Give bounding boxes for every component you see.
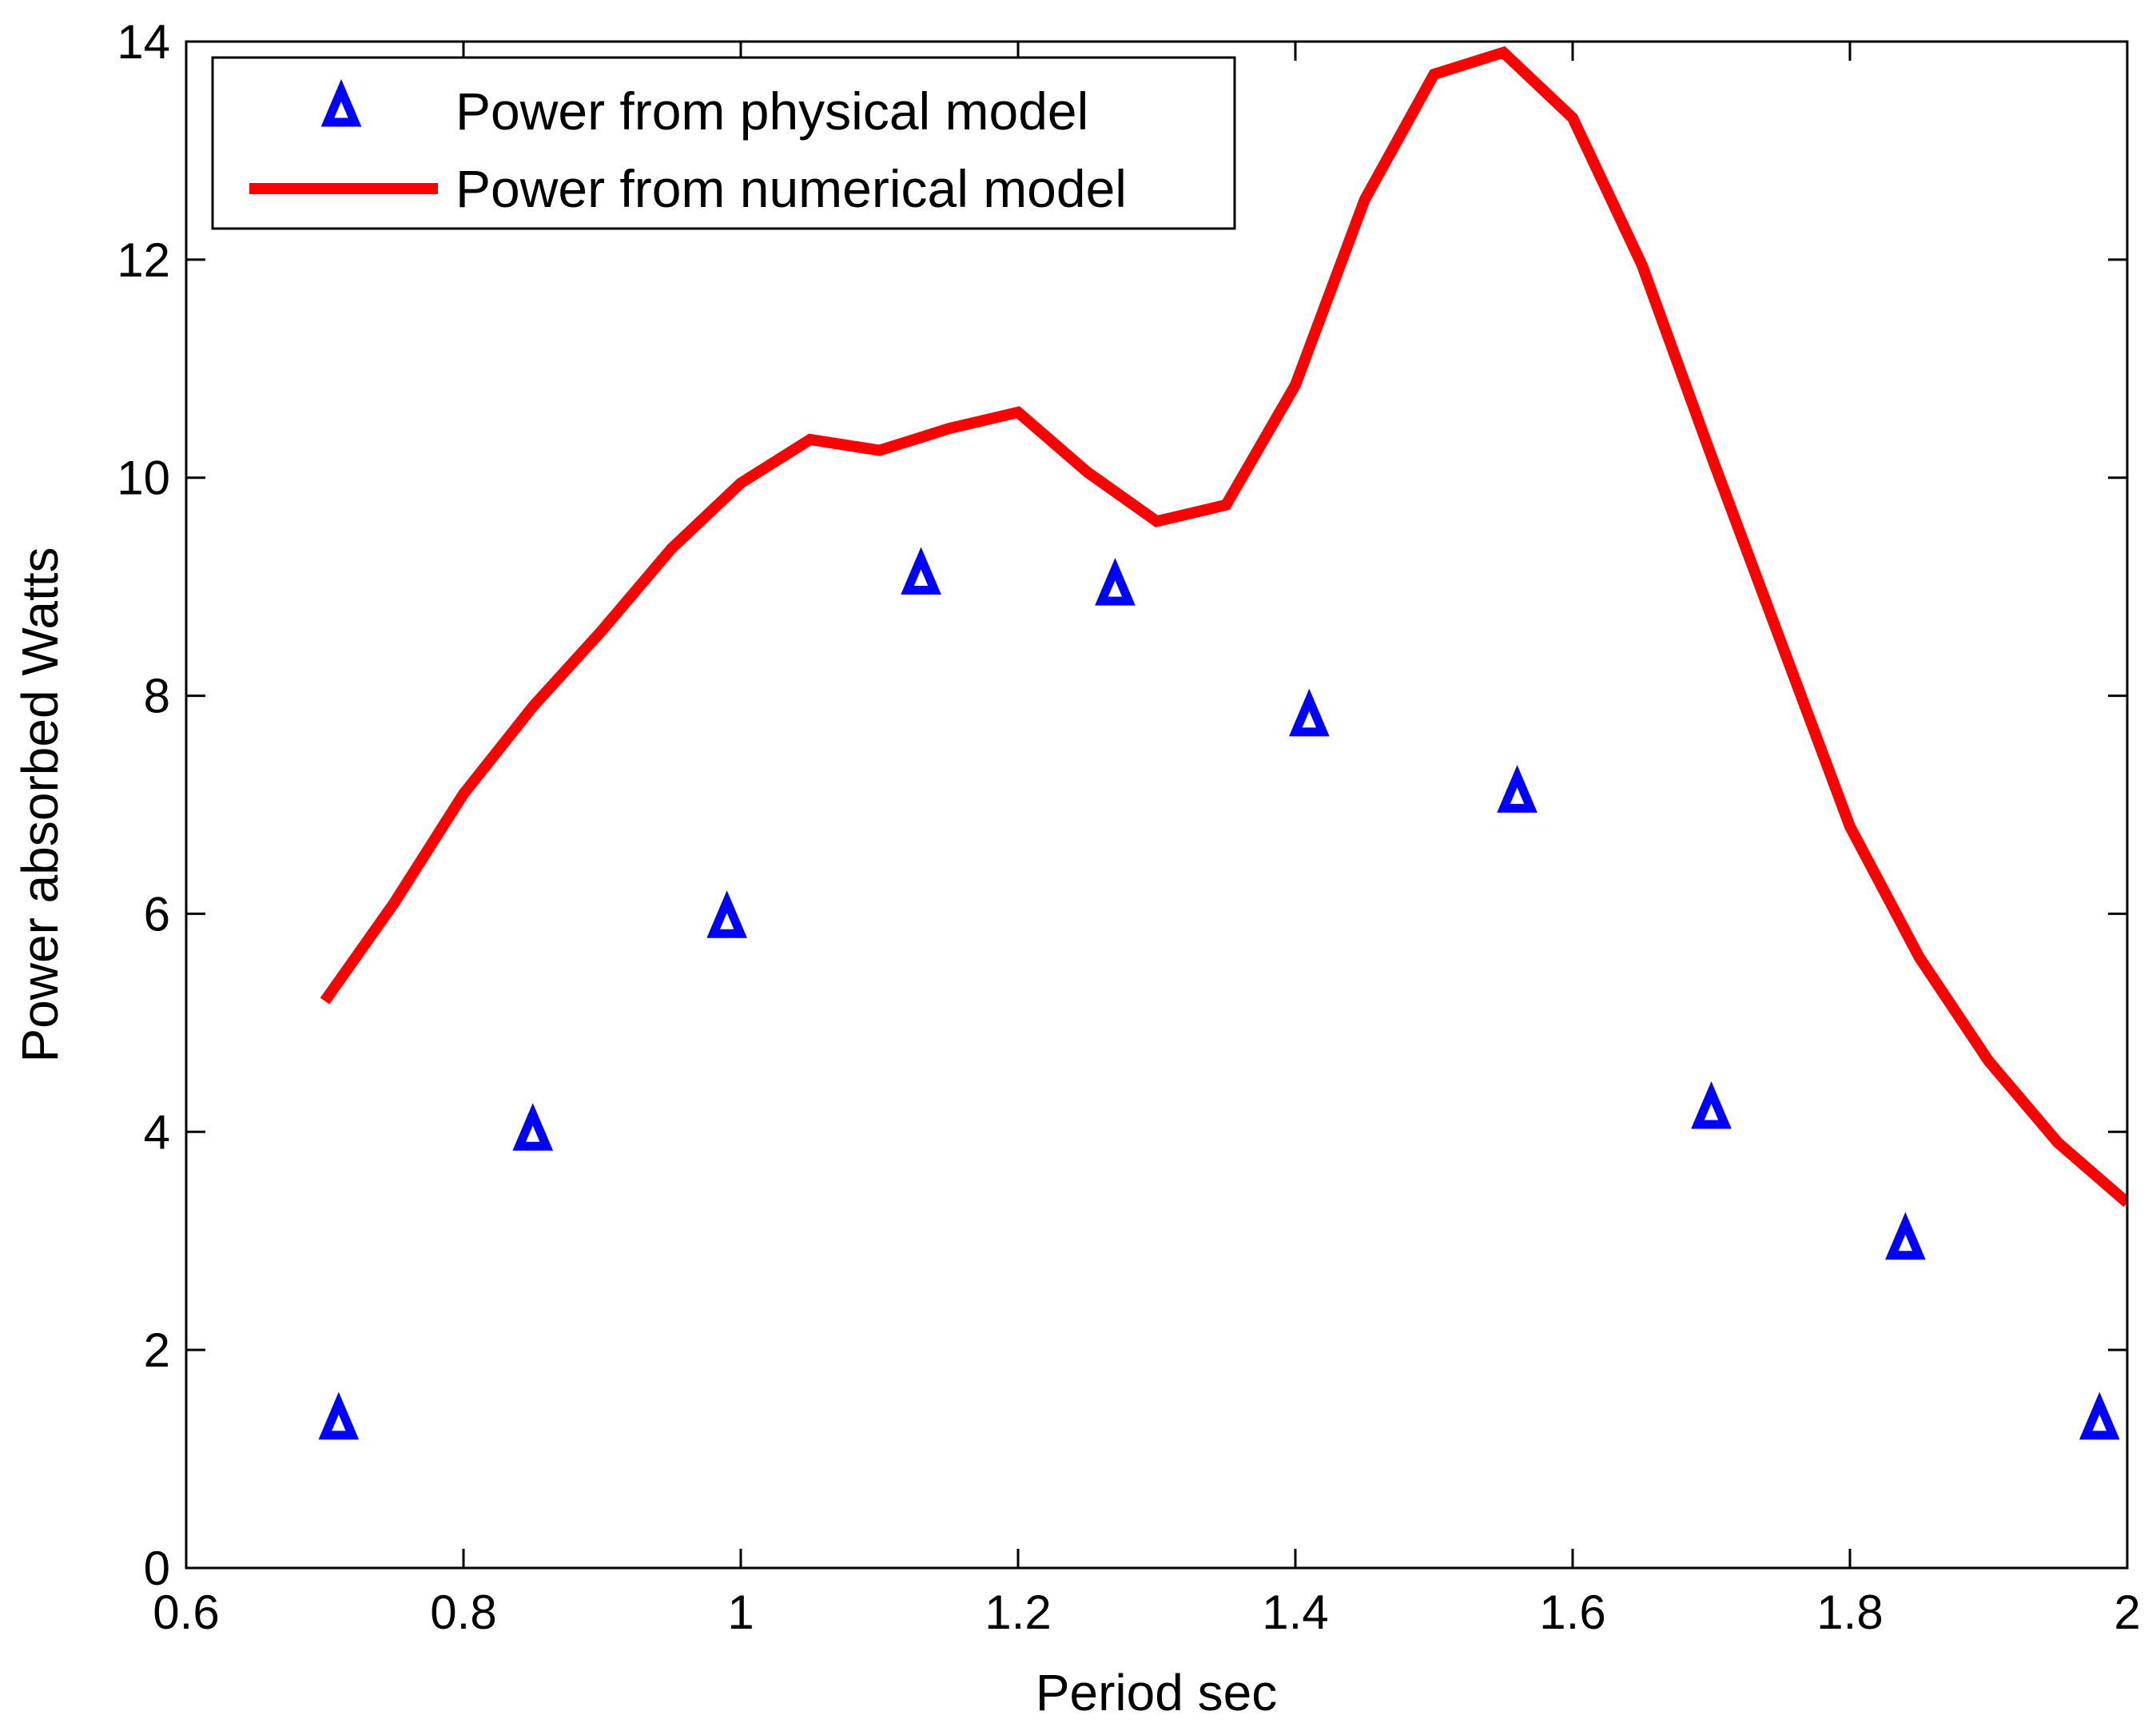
data-point-physical — [1095, 558, 1136, 606]
data-point-physical — [1885, 1212, 1926, 1260]
y-tick-label: 2 — [144, 1323, 170, 1377]
x-tick-label: 1.8 — [1816, 1586, 1883, 1639]
legend-label-physical: Power from physical model — [455, 82, 1088, 141]
data-point-physical — [1497, 765, 1537, 813]
y-tick-label: 10 — [117, 452, 170, 505]
data-point-physical — [901, 547, 941, 595]
y-axis-label: Power absorbed Watts — [11, 547, 69, 1062]
legend-label-numerical: Power from numerical model — [455, 159, 1127, 218]
x-tick-label: 0.6 — [153, 1586, 219, 1639]
y-tick-label: 12 — [117, 233, 170, 287]
data-point-physical — [512, 1103, 554, 1151]
plot-frame — [185, 40, 2129, 1570]
y-tick-label: 0 — [144, 1542, 170, 1595]
x-tick-label: 2 — [2114, 1586, 2140, 1639]
y-tick-label: 14 — [117, 15, 170, 69]
x-tick-label: 1.2 — [985, 1586, 1051, 1639]
series-line-numerical — [320, 46, 2127, 1208]
legend-box — [211, 56, 1236, 230]
y-tick-label: 6 — [144, 887, 170, 941]
y-tick-label: 8 — [144, 670, 170, 723]
data-point-physical — [706, 890, 747, 938]
x-tick-label: 0.8 — [430, 1586, 496, 1639]
legend-marker-physical-triangle — [320, 78, 362, 127]
data-point-physical — [1691, 1080, 1732, 1129]
legend: Power from physical model Power from num… — [211, 56, 1236, 230]
x-axis-label: Period sec — [1036, 1664, 1277, 1721]
data-point-physical — [318, 1391, 360, 1440]
x-tick-label: 1.4 — [1262, 1586, 1328, 1639]
y-tick-label: 4 — [144, 1105, 170, 1159]
data-point-physical — [2078, 1391, 2120, 1440]
data-point-physical — [1289, 688, 1330, 737]
x-tick-label: 1.6 — [1539, 1586, 1605, 1639]
x-tick-label: 1 — [727, 1586, 754, 1639]
